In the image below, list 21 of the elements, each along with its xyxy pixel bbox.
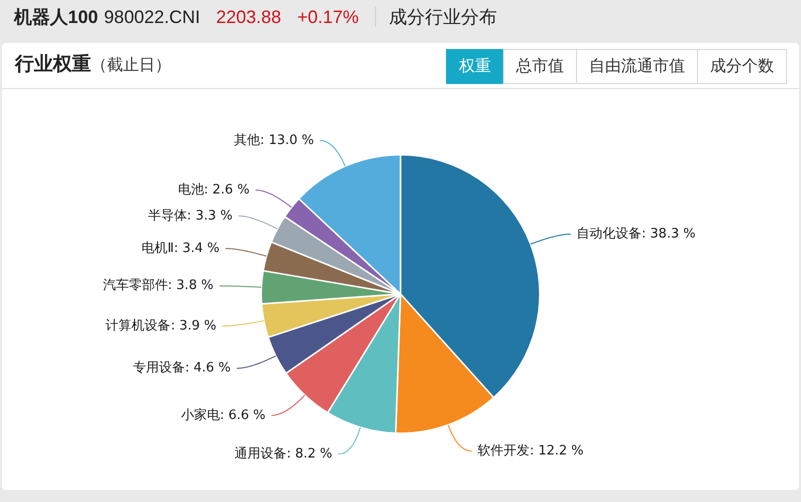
text: +0.17%: [297, 6, 359, 29]
slice-label: 半导体: 3.3 %: [148, 208, 233, 224]
slice-label: 专用设备: 4.6 %: [133, 360, 231, 376]
tab[interactable]: 成分个数: [697, 49, 787, 84]
tab[interactable]: 自由流通市值: [576, 49, 698, 84]
text: 2203.88: [216, 6, 282, 29]
slice-label: 电机Ⅱ: 3.4 %: [141, 240, 220, 256]
chart-title: 行业权重: [15, 54, 91, 75]
chart-subtitle: （截止日）: [91, 57, 171, 74]
slice-label: 电池: 2.6 %: [178, 182, 250, 198]
slice-label: 通用设备: 8.2 %: [234, 446, 332, 462]
tab[interactable]: 总市值: [503, 49, 577, 84]
slice-label: 计算机设备: 3.9 %: [106, 318, 216, 334]
slice-label: 小家电: 6.6 %: [180, 406, 266, 423]
text: 机器人100: [14, 6, 98, 29]
text: 980022.CNI: [104, 6, 200, 29]
text: 成分行业分布: [388, 6, 497, 29]
slice-label: 其他: 13.0 %: [234, 132, 314, 148]
slice-label: 汽车零部件: 3.8 %: [102, 278, 214, 294]
slice-label: 自动化设备: 38.3 %: [576, 226, 696, 242]
slice-label: 软件开发: 12.2 %: [478, 444, 584, 459]
